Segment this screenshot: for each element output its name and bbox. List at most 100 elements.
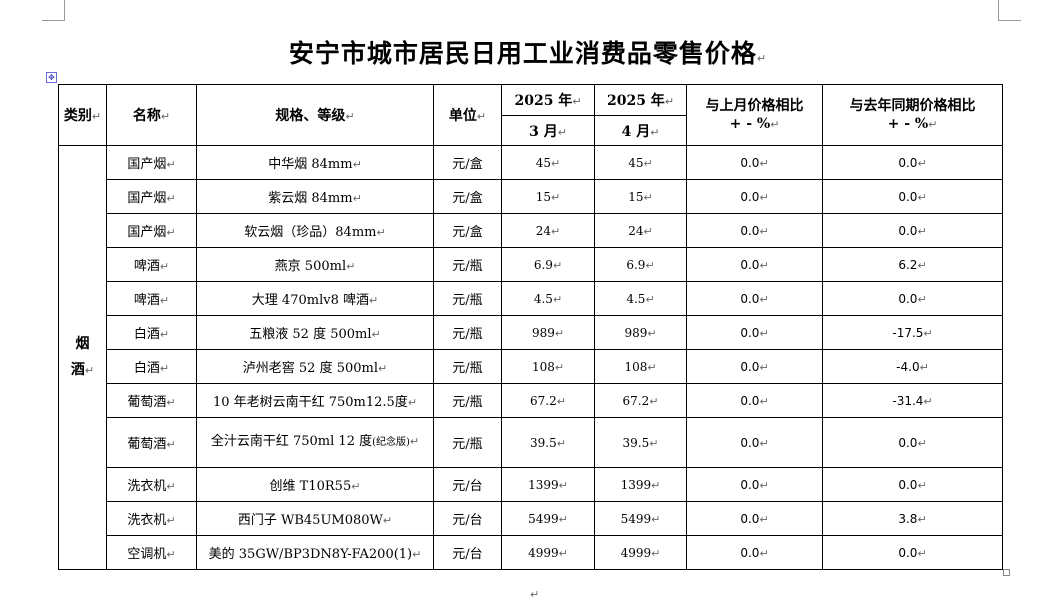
header-category: 类别↵	[58, 84, 107, 146]
item-unit-cell: 元/台	[433, 535, 502, 570]
item-name-cell: 葡萄酒↵	[106, 417, 197, 468]
mom-change-cell: 0.0↵	[686, 535, 823, 570]
price-table: 类别↵ 名称↵ 规格、等级↵ 单位↵ 2025 年↵ 2025 年↵ 与上月价格…	[58, 84, 1003, 570]
yoy-change-cell: 0.0↵	[822, 179, 1003, 214]
header-month-a: 3 月↵	[501, 115, 595, 146]
price-march-cell: 1399↵	[501, 467, 595, 502]
mom-change-cell: 0.0↵	[686, 315, 823, 350]
header-unit: 单位↵	[433, 84, 502, 146]
item-unit-cell: 元/瓶	[433, 417, 502, 468]
item-unit-cell: 元/瓶	[433, 315, 502, 350]
table-move-handle-icon[interactable]: ✥	[46, 72, 57, 83]
category-label: 烟	[75, 336, 90, 352]
price-april-cell: 67.2↵	[594, 383, 687, 418]
mom-change-cell: 0.0↵	[686, 417, 823, 468]
table-resize-handle[interactable]	[1003, 569, 1010, 576]
price-april-cell: 1399↵	[594, 467, 687, 502]
price-april-cell: 24↵	[594, 213, 687, 248]
item-spec-cell: 中华烟 84mm↵	[196, 145, 434, 180]
header-year-b: 2025 年↵	[594, 84, 687, 116]
table-row: 洗衣机↵ 西门子 WB45UM080W↵ 元/台 5499↵ 5499↵ 0.0↵ 3.8↵	[59, 501, 1003, 536]
table-row: 啤酒↵ 燕京 500ml↵ 元/瓶 6.9↵ 6.9↵ 0.0↵ 6.2↵	[59, 247, 1003, 282]
header-spec: 规格、等级↵	[196, 84, 434, 146]
price-march-cell: 989↵	[501, 315, 595, 350]
header-month-b: 4 月↵	[594, 115, 687, 146]
price-march-cell: 6.9↵	[501, 247, 595, 282]
item-spec-cell: 软云烟（珍品）84mm↵	[196, 213, 434, 248]
item-name-cell: 空调机↵	[106, 535, 197, 570]
yoy-change-cell: 0.0↵	[822, 417, 1003, 468]
mom-change-cell: 0.0↵	[686, 145, 823, 180]
price-april-cell: 989↵	[594, 315, 687, 350]
price-april-cell: 6.9↵	[594, 247, 687, 282]
price-march-cell: 67.2↵	[501, 383, 595, 418]
yoy-change-cell: 0.0↵	[822, 281, 1003, 316]
table-row: 葡萄酒↵ 全汁云南干红 750ml 12 度(纪念版)↵ 元/瓶 39.5↵ 39.5↵…	[59, 417, 1003, 468]
item-unit-cell: 元/瓶	[433, 281, 502, 316]
paragraph-mark: ↵	[756, 52, 768, 65]
price-march-cell: 108↵	[501, 349, 595, 384]
item-name-cell: 洗衣机↵	[106, 467, 197, 502]
item-name-cell: 洗衣机↵	[106, 501, 197, 536]
table-row: 洗衣机↵ 创维 T10R55↵ 元/台 1399↵ 1399↵ 0.0↵ 0.0↵	[59, 467, 1003, 502]
price-march-cell: 45↵	[501, 145, 595, 180]
header-row-2: 3 月↵ 4 月↵	[59, 115, 1003, 146]
yoy-change-cell: 6.2↵	[822, 247, 1003, 282]
paragraph-mark: ↵	[530, 588, 540, 601]
mom-change-cell: 0.0↵	[686, 213, 823, 248]
table-row: 国产烟↵ 紫云烟 84mm↵ 元/盒 15↵ 15↵ 0.0↵ 0.0↵	[59, 179, 1003, 214]
item-spec-cell: 全汁云南干红 750ml 12 度(纪念版)↵	[196, 417, 434, 468]
price-march-cell: 4.5↵	[501, 281, 595, 316]
yoy-change-cell: -17.5↵	[822, 315, 1003, 350]
mom-change-cell: 0.0↵	[686, 247, 823, 282]
title-text: 安宁市城市居民日用工业消费品零售价格	[288, 39, 757, 68]
table-row: 烟酒↵ 国产烟↵ 中华烟 84mm↵ 元/盒 45↵ 45↵ 0.0↵ 0.0↵	[58, 145, 1003, 570]
item-unit-cell: 元/台	[433, 467, 502, 502]
page-corner-mark-left	[42, 0, 65, 21]
item-name-cell: 啤酒↵	[106, 247, 197, 282]
price-april-cell: 15↵	[594, 179, 687, 214]
item-name-cell: 葡萄酒↵	[106, 383, 197, 418]
item-spec-cell: 10 年老树云南干红 750m12.5度↵	[196, 383, 434, 418]
item-name-cell: 国产烟↵	[106, 145, 197, 180]
item-spec-cell: 西门子 WB45UM080W↵	[196, 501, 434, 536]
category-label: 酒↵	[70, 362, 95, 378]
header-name: 名称↵	[106, 84, 197, 146]
item-spec-cell: 五粮液 52 度 500ml↵	[196, 315, 434, 350]
header-yoy: 与去年同期价格相比 + - %↵	[822, 84, 1003, 146]
price-april-cell: 39.5↵	[594, 417, 687, 468]
price-april-cell: 108↵	[594, 349, 687, 384]
price-march-cell: 5499↵	[501, 501, 595, 536]
item-spec-cell: 泸州老窖 52 度 500ml↵	[196, 349, 434, 384]
table-row: 啤酒↵ 大理 470mlv8 啤酒↵ 元/瓶 4.5↵ 4.5↵ 0.0↵ 0.0↵	[59, 281, 1003, 316]
price-april-cell: 45↵	[594, 145, 687, 180]
item-spec-cell: 美的 35GW/BP3DN8Y-FA200(1)↵	[196, 535, 434, 570]
item-name-cell: 国产烟↵	[106, 179, 197, 214]
item-unit-cell: 元/瓶	[433, 383, 502, 418]
item-spec-cell: 燕京 500ml↵	[196, 247, 434, 282]
yoy-change-cell: 0.0↵	[822, 535, 1003, 570]
item-spec-cell: 创维 T10R55↵	[196, 467, 434, 502]
yoy-change-cell: -4.0↵	[822, 349, 1003, 384]
yoy-change-cell: 0.0↵	[822, 145, 1003, 180]
table-body: 烟酒↵ 国产烟↵ 中华烟 84mm↵ 元/盒 45↵ 45↵ 0.0↵ 0.0↵ 国产烟↵ 紫云烟…	[58, 145, 1003, 570]
mom-change-cell: 0.0↵	[686, 349, 823, 384]
item-name-cell: 啤酒↵	[106, 281, 197, 316]
mom-change-cell: 0.0↵	[686, 383, 823, 418]
mom-change-cell: 0.0↵	[686, 467, 823, 502]
mom-change-cell: 0.0↵	[686, 501, 823, 536]
price-march-cell: 15↵	[501, 179, 595, 214]
item-name-cell: 白酒↵	[106, 349, 197, 384]
item-name-cell: 国产烟↵	[106, 213, 197, 248]
item-name-cell: 白酒↵	[106, 315, 197, 350]
table-row: 国产烟↵ 软云烟（珍品）84mm↵ 元/盒 24↵ 24↵ 0.0↵ 0.0↵	[59, 213, 1003, 248]
mom-change-cell: 0.0↵	[686, 179, 823, 214]
table-row: 白酒↵ 泸州老窖 52 度 500ml↵ 元/瓶 108↵ 108↵ 0.0↵ -4.0↵	[59, 349, 1003, 384]
page-title: 安宁市城市居民日用工业消费品零售价格↵	[0, 34, 1056, 70]
page-corner-mark-right	[998, 0, 1021, 21]
item-unit-cell: 元/盒	[433, 179, 502, 214]
item-spec-cell: 大理 470mlv8 啤酒↵	[196, 281, 434, 316]
header-row-1: 类别↵ 名称↵ 规格、等级↵ 单位↵ 2025 年↵ 2025 年↵ 与上月价格…	[58, 84, 1003, 146]
header-year-a: 2025 年↵	[501, 84, 595, 116]
table-row: 空调机↵ 美的 35GW/BP3DN8Y-FA200(1)↵ 元/台 4999↵ 499…	[59, 535, 1003, 570]
